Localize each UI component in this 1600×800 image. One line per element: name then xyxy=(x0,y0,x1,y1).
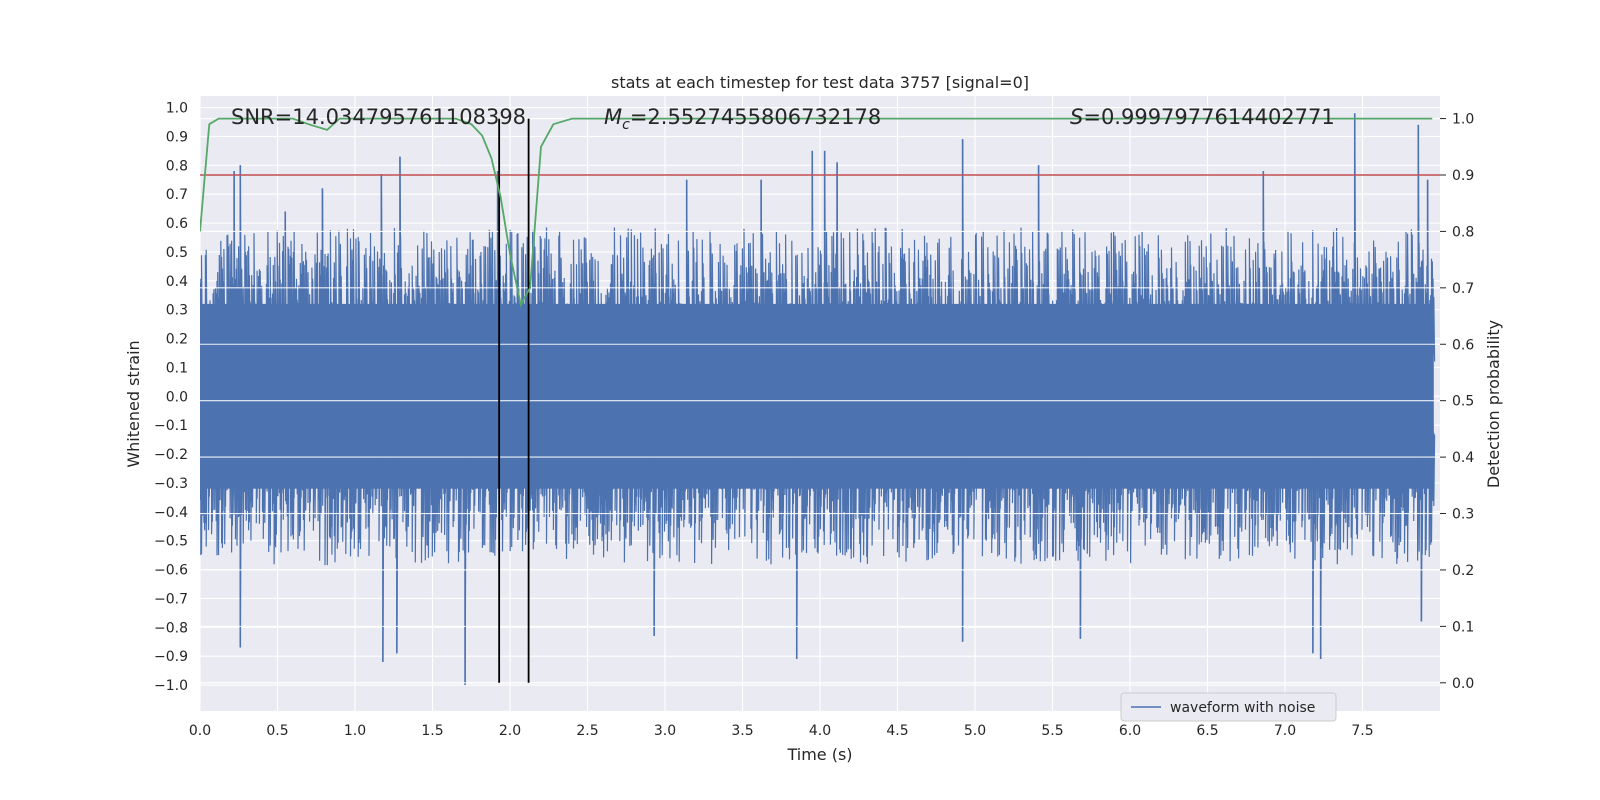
y-tick-label: 0.2 xyxy=(166,332,188,348)
y2-tick-label: 0.9 xyxy=(1452,168,1474,184)
y2-tick-label: 0.8 xyxy=(1452,224,1474,240)
x-tick-label: 3.5 xyxy=(731,723,753,739)
x-tick-label: 1.0 xyxy=(344,723,366,739)
y-tick-label: 0.7 xyxy=(166,187,188,203)
y-tick-label: 0.0 xyxy=(166,389,188,405)
chart-title: stats at each timestep for test data 375… xyxy=(611,73,1029,92)
y-tick-label: 0.1 xyxy=(166,360,188,376)
annotation-s-symbol: S xyxy=(1070,105,1083,129)
overlay-lines xyxy=(200,117,1440,683)
y-tick-label: −0.3 xyxy=(154,476,188,492)
x-tick-label: 0.0 xyxy=(189,723,211,739)
x-tick-label: 7.5 xyxy=(1351,723,1373,739)
y2-tick-label: 0.7 xyxy=(1452,281,1474,297)
x-tick-label: 2.0 xyxy=(499,723,521,739)
y-tick-label: 0.9 xyxy=(166,129,188,145)
x-tick-label: 4.0 xyxy=(809,723,831,739)
y2-tick-label: 1.0 xyxy=(1452,112,1474,128)
strain-waveform xyxy=(200,113,1440,686)
y2-tick-label: 0.3 xyxy=(1452,507,1474,523)
y2-axis-label: Detection probability xyxy=(1484,320,1503,488)
y-tick-label: −0.2 xyxy=(154,447,188,463)
x-tick-label: 6.0 xyxy=(1119,723,1141,739)
y-tick-label: −1.0 xyxy=(154,678,188,694)
x-tick-label: 0.5 xyxy=(266,723,288,739)
y-axis-label: Whitened strain xyxy=(124,340,143,467)
y-tick-label: 0.8 xyxy=(166,158,188,174)
probability-line xyxy=(200,117,1433,308)
x-axis-label: Time (s) xyxy=(786,745,852,764)
legend: waveform with noise xyxy=(1120,692,1337,722)
x-tick-label: 2.5 xyxy=(576,723,598,739)
y2-tick-label: 0.1 xyxy=(1452,619,1474,635)
annotation-snr: SNR=14.034795761108398 xyxy=(231,105,526,129)
y-tick-label: −0.9 xyxy=(154,649,188,665)
x-tick-label: 1.5 xyxy=(421,723,443,739)
y2-tick-label: 0.6 xyxy=(1452,337,1474,353)
annotation-mc: Mc=2.5527455806732178 xyxy=(604,105,881,133)
legend-label-waveform: waveform with noise xyxy=(1170,700,1315,716)
y-tick-label: −0.1 xyxy=(154,418,188,434)
y2-tick-label: 0.4 xyxy=(1452,450,1474,466)
x-tick-label: 4.5 xyxy=(886,723,908,739)
x-tick-label: 7.0 xyxy=(1274,723,1296,739)
annotation-s: S=0.9997977614402771 xyxy=(1070,105,1335,129)
axis-ticks: 0.0 0.5 1.0 1.5 2.0 2.5 3.0 3.5 4.0 4.5 5.0 5.5 6.0 6… xyxy=(154,101,1474,739)
y-tick-label: 0.4 xyxy=(166,274,188,290)
y-tick-label: −0.5 xyxy=(154,534,188,550)
y-tick-label: −0.6 xyxy=(154,563,188,579)
annotation-mc-subscript: c xyxy=(622,117,630,133)
y-tick-label: 0.5 xyxy=(166,245,188,261)
y-tick-label: 1.0 xyxy=(166,101,188,117)
y-tick-label: 0.6 xyxy=(166,216,188,232)
y2-tick-label: 0.0 xyxy=(1452,676,1474,692)
y-tick-label: −0.8 xyxy=(154,620,188,636)
x-tick-label: 3.0 xyxy=(654,723,676,739)
y-tick-label: −0.4 xyxy=(154,505,188,521)
x-tick-label: 5.0 xyxy=(964,723,986,739)
annotation-mc-symbol: M xyxy=(604,105,622,129)
strain-core-band xyxy=(200,303,1434,489)
annotation-s-value: =0.9997977614402771 xyxy=(1083,105,1334,129)
y-tick-label: 0.3 xyxy=(166,303,188,319)
legend-box xyxy=(1120,692,1337,722)
x-tick-label: 6.5 xyxy=(1196,723,1218,739)
y2-tick-label: 0.2 xyxy=(1452,563,1474,579)
annotation-mc-value: =2.5527455806732178 xyxy=(630,105,881,129)
y-tick-label: −0.7 xyxy=(154,591,188,607)
x-tick-label: 5.5 xyxy=(1041,723,1063,739)
y2-tick-label: 0.5 xyxy=(1452,394,1474,410)
